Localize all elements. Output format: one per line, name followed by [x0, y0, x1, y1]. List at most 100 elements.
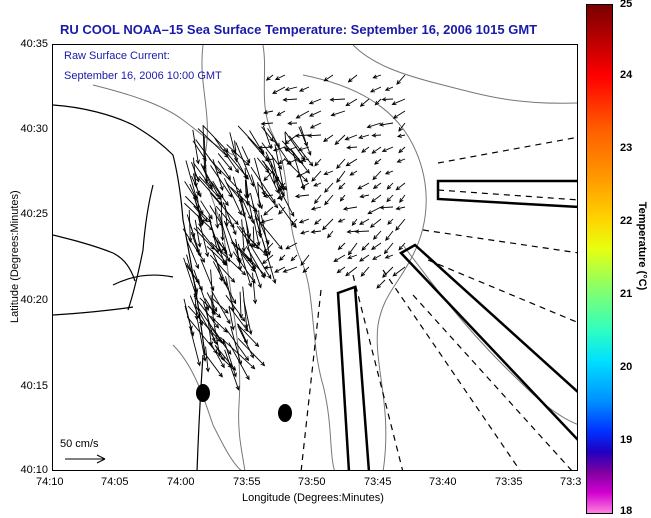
current-vector: [282, 266, 298, 273]
current-vector: [351, 218, 358, 226]
colorbar-tick: 24: [620, 69, 633, 81]
current-vector: [239, 247, 267, 277]
current-vector: [310, 229, 322, 234]
current-vector: [361, 146, 370, 153]
current-vector: [369, 86, 382, 93]
map-plot-area: [52, 44, 578, 471]
current-vector: [235, 142, 255, 188]
current-vector: [300, 126, 309, 147]
current-vector: [210, 192, 239, 226]
current-vector: [329, 97, 346, 102]
current-vector: [263, 242, 274, 254]
y-tick: 40:10: [20, 464, 48, 476]
current-vector: [359, 194, 370, 199]
current-vector: [374, 158, 382, 165]
current-vector: [200, 258, 215, 292]
x-tick: 73:40: [429, 476, 457, 488]
y-tick: 40:15: [20, 380, 48, 392]
current-vector: [300, 254, 310, 266]
current-vector: [369, 218, 382, 228]
current-vector: [240, 195, 252, 221]
current-vector: [314, 218, 322, 225]
current-vector: [378, 122, 394, 127]
x-tick: 73:35: [495, 476, 523, 488]
current-vector: [370, 194, 382, 203]
current-vector: [357, 182, 370, 190]
current-vector: [211, 290, 231, 325]
current-vector: [235, 238, 243, 271]
current-vector: [311, 170, 322, 182]
y-tick: 40:30: [20, 123, 48, 135]
current-vector: [295, 110, 310, 119]
current-vector: [222, 202, 237, 236]
colorbar-tick: 22: [620, 215, 633, 227]
current-vector: [203, 301, 216, 343]
current-vector: [200, 200, 213, 220]
current-vector: [334, 134, 346, 146]
current-vector: [294, 133, 310, 138]
current-vector: [232, 251, 256, 284]
current-vector: [301, 157, 310, 162]
current-vector: [339, 194, 346, 202]
current-vector: [308, 98, 322, 105]
current-vector: [270, 161, 277, 185]
current-vector: [252, 203, 270, 246]
mooring-dot: [196, 384, 210, 402]
x-axis-label: Longitude (Degrees:Minutes): [242, 492, 384, 504]
current-vectors: [182, 74, 406, 391]
current-vector: [347, 254, 358, 260]
current-vector: [386, 182, 394, 190]
current-vector: [323, 74, 334, 82]
current-vector: [230, 325, 243, 366]
current-vector: [395, 182, 406, 191]
mooring-dot: [278, 404, 292, 422]
temperature-colorbar: [586, 4, 613, 514]
current-vector: [272, 86, 286, 94]
current-vector: [336, 158, 346, 169]
current-vector: [323, 170, 334, 176]
current-vector: [361, 242, 370, 251]
current-vector: [217, 160, 231, 181]
annotation-line-1: Raw Surface Current:: [64, 50, 170, 62]
current-vector: [236, 323, 260, 348]
current-vector: [385, 230, 394, 242]
current-vector: [359, 98, 370, 107]
current-vector: [238, 192, 252, 239]
current-vector: [274, 266, 286, 273]
x-tick: 74:10: [36, 476, 64, 488]
current-vector: [274, 74, 286, 80]
current-vector: [257, 182, 262, 209]
current-vector: [349, 170, 358, 176]
current-vector: [261, 254, 274, 265]
current-vector: [284, 86, 298, 92]
x-tick: 74:00: [167, 476, 195, 488]
x-tick: 74:05: [101, 476, 129, 488]
current-vector: [261, 126, 274, 142]
current-vector: [186, 316, 218, 354]
current-vector: [205, 346, 210, 373]
y-tick: 40:35: [20, 38, 48, 50]
current-vector: [346, 229, 358, 234]
current-vector: [367, 206, 382, 215]
current-vector: [262, 125, 273, 150]
current-vector: [228, 305, 249, 333]
current-vector: [262, 239, 277, 285]
current-vector: [278, 254, 286, 261]
current-vector: [186, 239, 200, 270]
current-vector: [294, 193, 310, 199]
current-vector: [374, 98, 382, 106]
current-vector: [257, 145, 274, 150]
current-vector: [262, 193, 274, 198]
current-vector: [263, 206, 274, 216]
y-tick: 40:25: [20, 208, 48, 220]
current-vector: [191, 175, 202, 198]
current-vector: [210, 181, 229, 207]
current-vector: [253, 219, 261, 247]
current-vector: [296, 170, 310, 178]
current-vector: [187, 305, 221, 343]
current-vector: [345, 266, 358, 277]
current-vector: [223, 338, 237, 378]
current-vector: [285, 242, 298, 250]
current-vector: [297, 146, 310, 152]
current-vector: [209, 254, 236, 283]
